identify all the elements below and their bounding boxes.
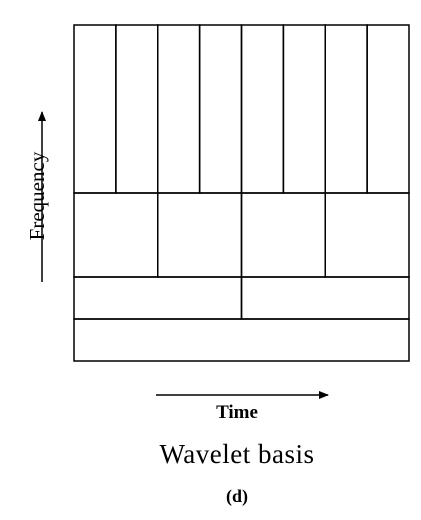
panel-label: (d) (226, 486, 248, 506)
tile-grid (73, 24, 410, 362)
tile-band-2-cell-1 (73, 276, 243, 320)
frequency-axis-label: Frequency (25, 151, 49, 241)
tile-band-4-cell-1 (73, 24, 117, 194)
tile-band-4-cell-7 (324, 24, 368, 194)
tile-band-4-cell-3 (157, 24, 201, 194)
tile-band-3-cell-4 (324, 192, 410, 278)
tile-band-4-cell-8 (366, 24, 410, 194)
tile-band-4-cell-5 (240, 24, 285, 194)
time-axis-label: Time (216, 402, 258, 423)
tile-band-3-cell-3 (240, 192, 326, 278)
tile-band-3-cell-1 (73, 192, 159, 278)
tile-band-3-cell-2 (157, 192, 243, 278)
tile-band-4-cell-2 (115, 24, 159, 194)
tile-band-4-cell-4 (198, 24, 243, 194)
tile-band-2-cell-2 (240, 276, 410, 320)
figure-caption: Wavelet basis (159, 439, 315, 469)
tile-band-1-cell-1 (73, 318, 410, 362)
tile-band-4-cell-6 (282, 24, 326, 194)
